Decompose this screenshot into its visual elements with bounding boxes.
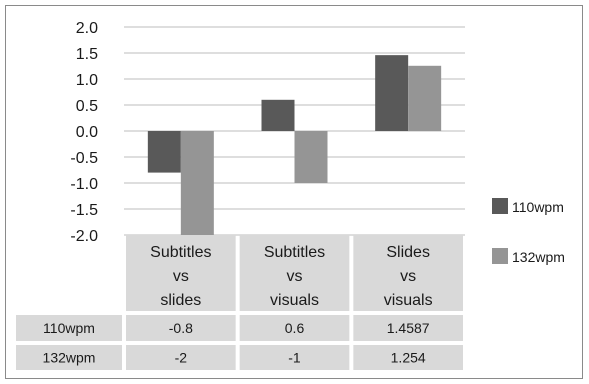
- category-label: visuals: [384, 292, 433, 309]
- table-cell: [126, 315, 236, 341]
- table-row-header-cell: [16, 345, 122, 370]
- category-label: Slides: [386, 244, 430, 261]
- y-tick-label: 2.0: [76, 20, 98, 37]
- y-tick-label: -2.0: [70, 228, 98, 245]
- table-cell: [126, 345, 236, 370]
- category-label: Subtitles: [264, 244, 325, 261]
- category-cell: [126, 235, 236, 311]
- table-value: -0.8: [169, 320, 193, 336]
- category-label: vs: [287, 268, 303, 285]
- category-cell: [239, 235, 350, 311]
- legend-label: 132wpm: [512, 249, 565, 265]
- y-tick-label: 1.0: [76, 72, 98, 89]
- table-value: 1.254: [391, 350, 426, 366]
- table-value: 0.6: [285, 320, 305, 336]
- y-tick-label: 0.5: [76, 98, 98, 115]
- bar-110wpm: [261, 99, 295, 131]
- bar-132wpm: [408, 65, 442, 131]
- table-row-header-cell: [16, 315, 122, 341]
- y-tick-label: 1.5: [76, 46, 98, 63]
- category-label: Subtitles: [150, 244, 211, 261]
- table-series-name: 110wpm: [43, 320, 95, 336]
- category-cell: [353, 235, 463, 311]
- y-tick-label: -1.0: [70, 176, 98, 193]
- table-cell: [353, 345, 463, 370]
- table-value: -2: [175, 350, 188, 366]
- legend-label: 110wpm: [512, 199, 564, 215]
- bar-132wpm: [294, 131, 328, 183]
- table-cell: [353, 315, 463, 341]
- y-tick-label: -1.5: [70, 202, 98, 219]
- category-label: slides: [160, 292, 201, 309]
- table-value: 1.4587: [387, 320, 430, 336]
- legend-swatch: [492, 198, 508, 214]
- category-label: vs: [173, 268, 189, 285]
- table-value: -1: [288, 350, 301, 366]
- y-tick-label: 0.0: [76, 124, 98, 141]
- y-tick-label: -0.5: [70, 150, 98, 167]
- table-cell: [239, 345, 350, 370]
- legend-swatch: [492, 248, 508, 264]
- table-series-name: 132wpm: [43, 350, 96, 366]
- table-cell: [239, 315, 350, 341]
- category-label: vs: [400, 268, 416, 285]
- bar-132wpm: [180, 131, 214, 235]
- bar-110wpm: [147, 131, 181, 173]
- category-label: visuals: [270, 292, 319, 309]
- bar-110wpm: [375, 55, 409, 131]
